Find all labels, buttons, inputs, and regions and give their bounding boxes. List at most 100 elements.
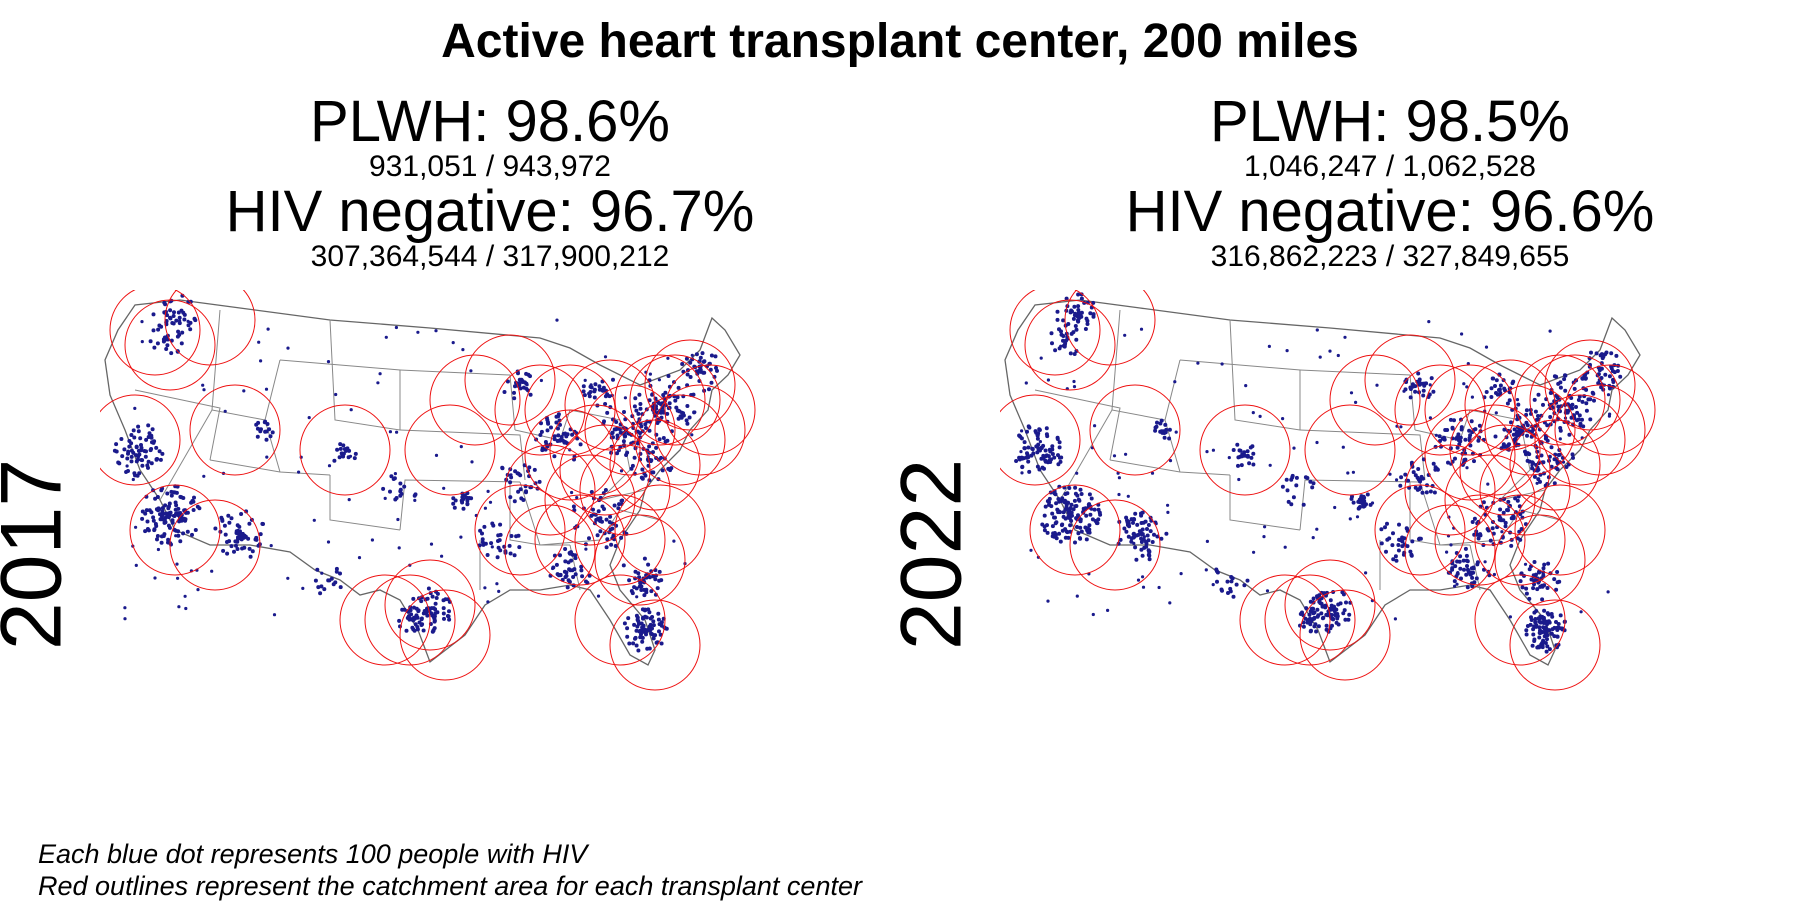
hiv-dot	[1464, 572, 1469, 577]
hiv-dot	[1486, 482, 1490, 486]
hiv-dot	[1505, 401, 1510, 406]
hiv-dot	[690, 353, 694, 357]
hiv-dot	[258, 532, 263, 537]
hiv-dot	[259, 359, 263, 363]
hiv-dot	[1059, 329, 1063, 334]
hiv-dot	[562, 569, 567, 574]
hiv-dot	[1020, 465, 1025, 470]
hiv-dot	[129, 454, 134, 459]
hiv-dot	[1312, 624, 1317, 629]
hiv-dot	[646, 562, 651, 567]
hiv-dot	[322, 587, 327, 592]
hiv-dot	[152, 345, 157, 350]
hiv-dot	[1527, 567, 1532, 572]
hiv-dot	[1039, 446, 1044, 450]
hiv-dot	[1087, 523, 1092, 528]
hiv-dot	[1556, 396, 1560, 400]
hiv-dot	[338, 442, 343, 447]
hiv-dot	[388, 489, 392, 494]
hiv-dot	[1147, 553, 1152, 558]
hiv-dot	[229, 516, 234, 521]
hiv-dot	[1055, 317, 1060, 322]
hiv-dot	[1163, 422, 1168, 427]
hiv-dot	[638, 402, 643, 406]
hiv-dot	[1533, 620, 1538, 625]
hiv-dot	[1348, 517, 1352, 521]
hiv-dot	[176, 529, 181, 534]
catchment-circle	[109, 290, 201, 376]
state-border	[329, 319, 401, 431]
hiv-dot	[133, 406, 137, 410]
hiv-dot	[1289, 502, 1294, 507]
hiv-dot	[181, 310, 186, 315]
hiv-dot	[483, 586, 487, 590]
catchment-circle	[1554, 384, 1646, 476]
hivneg-percent-2017: HIV negative: 96.7%	[225, 179, 755, 244]
hiv-dot	[1071, 507, 1076, 512]
hiv-dot	[1078, 313, 1083, 318]
hiv-dot	[1527, 596, 1532, 601]
hiv-dot	[197, 506, 202, 511]
hiv-dot	[1227, 456, 1231, 460]
hiv-dot	[615, 451, 620, 456]
hivneg-counts-2022: 316,862,223 / 327,849,655	[1210, 240, 1570, 273]
hiv-dot	[166, 515, 171, 520]
catchment-circle	[1394, 364, 1486, 456]
hiv-dot	[1405, 526, 1409, 531]
hiv-dot	[1470, 520, 1475, 524]
hiv-dot	[413, 498, 417, 502]
hiv-dot	[622, 410, 626, 414]
hiv-dot	[1535, 481, 1539, 485]
hiv-dot	[1220, 362, 1224, 366]
hiv-dot	[1127, 519, 1131, 524]
hiv-dot	[313, 578, 318, 583]
hiv-dot	[145, 527, 150, 531]
hiv-dot	[622, 621, 627, 626]
catchment-circle	[559, 424, 651, 516]
hiv-dot	[1349, 496, 1354, 501]
hiv-dot	[154, 445, 159, 450]
hiv-dot	[1230, 576, 1235, 581]
catchment-circle	[464, 334, 556, 426]
catchment-circle	[404, 404, 496, 496]
hiv-dot	[556, 426, 560, 431]
hiv-dot	[1511, 516, 1516, 520]
hiv-dot	[160, 506, 165, 510]
hiv-dot	[1536, 392, 1541, 397]
hiv-dot	[1315, 328, 1319, 332]
hiv-dot	[152, 439, 157, 444]
hiv-dot	[210, 569, 214, 573]
hiv-dot	[1324, 627, 1329, 632]
hiv-dot	[166, 506, 171, 511]
hiv-dot	[1542, 562, 1547, 567]
hiv-dot	[1265, 589, 1270, 593]
hiv-dot	[614, 427, 618, 432]
hiv-dot	[143, 454, 148, 459]
hiv-dot	[1618, 374, 1623, 379]
hiv-dot	[1076, 304, 1081, 309]
state-border	[1299, 369, 1416, 431]
hiv-dot	[1543, 641, 1548, 645]
hiv-dot	[552, 454, 557, 459]
hiv-dot	[538, 433, 543, 437]
hiv-dot	[411, 627, 416, 632]
hiv-dot	[552, 434, 557, 439]
hiv-dot	[416, 609, 421, 614]
catchment-circle	[1009, 290, 1101, 376]
hiv-dot	[1311, 536, 1315, 540]
hiv-dot	[156, 506, 161, 511]
hiv-dot	[502, 390, 507, 394]
hiv-dot	[651, 450, 655, 455]
hiv-dot	[244, 509, 249, 514]
hiv-dot	[602, 531, 607, 536]
hiv-dot	[334, 569, 339, 574]
hiv-dot	[1507, 398, 1512, 403]
hiv-dot	[593, 382, 598, 387]
hiv-dot	[338, 571, 342, 576]
hiv-dot	[1286, 499, 1291, 504]
hiv-dot	[1418, 478, 1423, 483]
hiv-dot	[236, 535, 240, 540]
hiv-dot	[1022, 446, 1027, 451]
hiv-dot	[1043, 458, 1048, 463]
hiv-dot	[1391, 531, 1395, 536]
